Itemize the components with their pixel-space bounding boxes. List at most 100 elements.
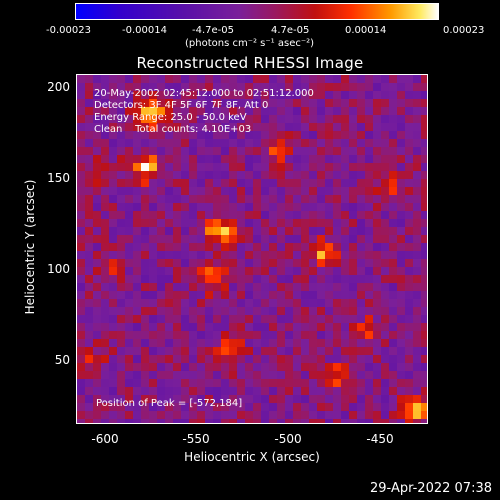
heatmap-cell [325, 371, 333, 379]
heatmap-cell [309, 243, 317, 251]
heatmap-cell [421, 315, 427, 323]
heatmap-cell [189, 379, 197, 387]
heatmap-cell [165, 187, 173, 195]
heatmap-cell [341, 315, 349, 323]
heatmap-cell [341, 147, 349, 155]
heatmap-cell [109, 379, 117, 387]
heatmap-cell [269, 259, 277, 267]
heatmap-cell [333, 131, 341, 139]
heatmap-cell [269, 99, 277, 107]
heatmap-cell [421, 355, 427, 363]
heatmap-cell [373, 283, 381, 291]
heatmap-cell [301, 275, 309, 283]
heatmap-cell [213, 403, 221, 411]
heatmap-cell [397, 307, 405, 315]
heatmap-cell [301, 331, 309, 339]
heatmap-cell [285, 323, 293, 331]
heatmap-cell [253, 195, 261, 203]
heatmap-cell [413, 179, 421, 187]
heatmap-cell [405, 411, 413, 419]
heatmap-cell [261, 91, 269, 99]
heatmap-cell [317, 411, 325, 419]
heatmap-cell [149, 379, 157, 387]
heatmap-cell [317, 227, 325, 235]
heatmap-cell [229, 291, 237, 299]
heatmap-cell [133, 323, 141, 331]
heatmap-cell [405, 131, 413, 139]
heatmap-cell [197, 195, 205, 203]
heatmap-cell [261, 171, 269, 179]
heatmap-cell [197, 235, 205, 243]
heatmap-cell [205, 259, 213, 267]
heatmap-cell [213, 339, 221, 347]
heatmap-cell [141, 91, 149, 99]
heatmap-cell [165, 371, 173, 379]
heatmap-cell [381, 187, 389, 195]
heatmap-cell [277, 227, 285, 235]
heatmap-cell [309, 155, 317, 163]
heatmap-cell [261, 203, 269, 211]
heatmap-cell [261, 227, 269, 235]
heatmap-cell [317, 211, 325, 219]
heatmap-cell [213, 259, 221, 267]
heatmap-cell [293, 307, 301, 315]
heatmap-cell [77, 379, 85, 387]
heatmap-cell [317, 395, 325, 403]
heatmap-cell [157, 307, 165, 315]
heatmap-cell [245, 203, 253, 211]
heatmap-cell [93, 251, 101, 259]
heatmap-cell [101, 299, 109, 307]
heatmap-cell [237, 291, 245, 299]
heatmap-cell [341, 395, 349, 403]
heatmap-cell [173, 171, 181, 179]
heatmap-cell [333, 411, 341, 419]
heatmap-cell [373, 387, 381, 395]
heatmap-cell [397, 179, 405, 187]
heatmap-cell [93, 91, 101, 99]
heatmap-cell [117, 107, 125, 115]
heatmap-cell [229, 179, 237, 187]
heatmap-cell [189, 243, 197, 251]
heatmap-cell [333, 155, 341, 163]
heatmap-cell [165, 339, 173, 347]
heatmap-cell [365, 283, 373, 291]
heatmap-cell [269, 395, 277, 403]
heatmap-cell [117, 363, 125, 371]
heatmap-cell [365, 323, 373, 331]
heatmap-cell [77, 331, 85, 339]
heatmap-cell [141, 203, 149, 211]
heatmap-cell [229, 107, 237, 115]
heatmap-cell [269, 195, 277, 203]
heatmap-cell [165, 243, 173, 251]
heatmap-cell [221, 91, 229, 99]
heatmap-cell [181, 331, 189, 339]
heatmap-cell [389, 363, 397, 371]
heatmap-cell [381, 179, 389, 187]
heatmap-cell [325, 355, 333, 363]
heatmap-cell [277, 107, 285, 115]
heatmap-cell [285, 291, 293, 299]
heatmap-cell [285, 347, 293, 355]
heatmap-cell [77, 307, 85, 315]
heatmap-cell [357, 155, 365, 163]
heatmap-cell [301, 131, 309, 139]
heatmap-cell [213, 107, 221, 115]
heatmap-cell [309, 419, 317, 423]
heatmap-cell [133, 251, 141, 259]
heatmap-cell [77, 323, 85, 331]
heatmap-cell [133, 371, 141, 379]
heatmap-cell [189, 107, 197, 115]
heatmap-cell [229, 227, 237, 235]
heatmap-cell [77, 355, 85, 363]
heatmap-cell [213, 75, 221, 83]
heatmap-cell [125, 99, 133, 107]
heatmap-cell [325, 347, 333, 355]
heatmap-cell [301, 139, 309, 147]
heatmap-cell [373, 171, 381, 179]
heatmap-cell [309, 171, 317, 179]
heatmap-cell [77, 363, 85, 371]
heatmap-cell [157, 139, 165, 147]
heatmap-cell [317, 75, 325, 83]
heatmap-cell [205, 307, 213, 315]
heatmap-cell [373, 323, 381, 331]
